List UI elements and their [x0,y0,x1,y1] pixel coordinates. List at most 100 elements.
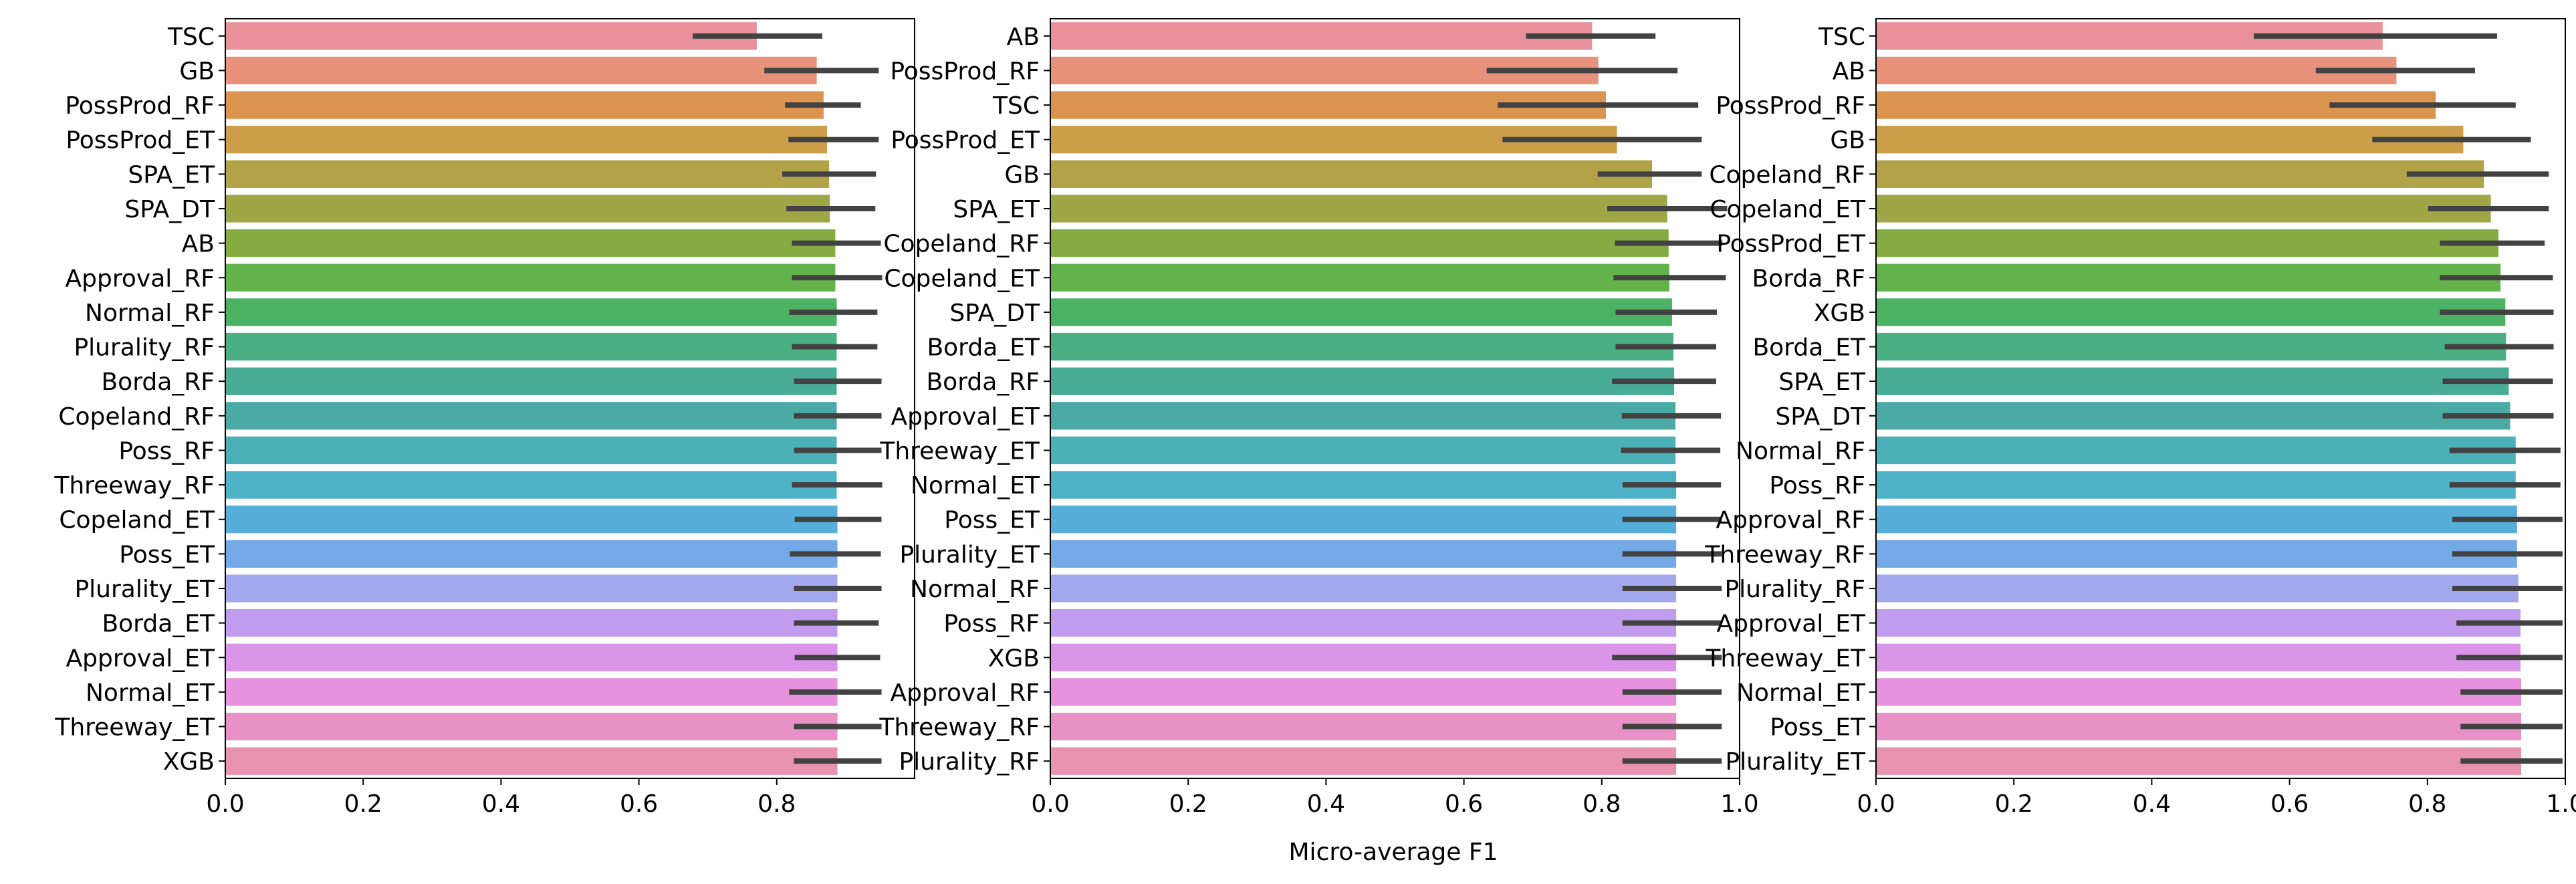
y-tick-label-XGB: XGB [163,748,215,776]
bar-SPA_ET [1050,195,1667,223]
y-tick-label-Normal_ET: Normal_ET [86,679,215,707]
bar-Normal_RF [1050,574,1677,602]
y-tick-label-Borda_RF: Borda_RF [926,368,1040,396]
y-tick-label-Approval_RF: Approval_RF [66,265,215,292]
bar-Normal_ET [1876,678,2522,706]
y-tick-label-AB: AB [182,231,215,258]
bar-Plurality_ET [225,574,838,602]
y-tick-label-Poss_ET: Poss_ET [944,507,1040,534]
axes-frame [1050,18,1740,779]
y-tick-label-Plurality_RF: Plurality_RF [74,334,215,362]
y-tick-label-Borda_RF: Borda_RF [1752,265,1865,292]
bar-Poss_RF [1050,609,1677,637]
x-tick-label-0.8: 0.8 [757,790,796,818]
bar-SPA_ET [225,160,830,189]
bar-PossProd_ET [225,126,828,154]
bar-Normal_ET [225,678,838,706]
x-axis-label: Micro-average F1 [1289,839,1498,866]
x-tick-label-0.2: 0.2 [344,790,382,818]
y-tick-label-Borda_ET: Borda_ET [102,611,215,638]
y-tick-label-Plurality_ET: Plurality_ET [899,541,1040,568]
subplot-3: TSC AB PossProd_RF GB Copeland_RF Copeland_ET… [1704,18,2576,818]
y-tick-label-GB: GB [179,58,215,85]
y-tick-label-PossProd_ET: PossProd_ET [891,127,1040,154]
bar-Poss_ET [1876,712,2522,741]
bar-Approval_ET [1050,402,1676,430]
y-tick-label-PossProd_ET: PossProd_ET [1716,231,1866,258]
bar-GB [1876,126,2464,154]
bar-Borda_RF [225,367,837,395]
bar-Borda_RF [1050,367,1675,395]
y-tick-label-Normal_RF: Normal_RF [910,576,1040,603]
y-tick-label-SPA_DT: SPA_DT [949,300,1040,327]
bar-Poss_RF [1876,471,2516,499]
y-tick-label-Copeland_RF: Copeland_RF [1709,161,1865,189]
y-tick-label-XGB: XGB [988,645,1040,672]
bar-Poss_ET [225,540,838,568]
y-tick-label-Approval_ET: Approval_ET [891,403,1040,431]
y-tick-label-TSC: TSC [992,92,1040,120]
y-tick-label-Copeland_ET: Copeland_ET [884,265,1040,292]
bar-Approval_ET [1876,609,2521,637]
bar-Threeway_ET [225,712,838,741]
x-tick-label-1.0: 1.0 [2546,790,2576,818]
bar-Threeway_RF [1050,712,1677,741]
y-tick-label-PossProd_ET: PossProd_ET [66,127,215,154]
y-tick-label-Plurality_ET: Plurality_ET [1725,748,1866,776]
y-tick-label-Plurality_RF: Plurality_RF [1724,576,1865,603]
bar-Copeland_ET [1876,195,2491,223]
y-tick-label-SPA_DT: SPA_DT [1775,403,1866,431]
bar-Threeway_RF [225,471,837,499]
bar-Copeland_RF [1050,229,1669,257]
bar-Borda_ET [1876,332,2506,361]
bar-XGB [1050,643,1677,671]
y-tick-label-Normal_ET: Normal_ET [1736,679,1866,707]
bar-Normal_ET [1050,471,1677,499]
subplot-2: AB PossProd_RF TSC PossProd_ET GB SPA_ET Copel… [879,18,1759,818]
bar-Threeway_ET [1050,436,1676,465]
bar-Threeway_RF [1876,540,2517,568]
x-tick-label-0.8: 0.8 [2408,790,2446,818]
x-tick-label-0.2: 0.2 [1995,790,2033,818]
y-tick-label-Normal_RF: Normal_RF [1736,437,1865,465]
y-tick-label-Approval_ET: Approval_ET [66,645,215,672]
y-tick-label-Approval_ET: Approval_ET [1717,611,1866,638]
bar-Approval_RF [225,263,836,292]
y-tick-label-GB: GB [1004,161,1040,189]
y-tick-label-PossProd_RF: PossProd_RF [1716,92,1865,120]
y-tick-label-Poss_RF: Poss_RF [118,437,215,465]
y-tick-label-Plurality_ET: Plurality_ET [74,576,215,603]
bar-Copeland_ET [1050,263,1669,292]
y-tick-label-Poss_RF: Poss_RF [1769,472,1865,500]
y-tick-label-Copeland_ET: Copeland_ET [1710,196,1866,223]
bar-AB [225,229,836,257]
y-tick-label-Threeway_ET: Threeway_ET [1705,645,1866,672]
bar-Approval_ET [225,643,838,671]
y-tick-label-AB: AB [1833,58,1865,85]
y-tick-label-Borda_ET: Borda_ET [927,334,1040,362]
bar-Copeland_RF [1876,160,2484,189]
axes-frame [225,18,915,779]
bar-Copeland_ET [225,506,838,534]
y-tick-label-AB: AB [1007,23,1040,51]
x-tick-label-0.0: 0.0 [1031,790,1069,818]
bar-TSC [225,22,757,50]
y-tick-label-Normal_ET: Normal_ET [911,472,1040,500]
bar-Plurality_ET [1876,747,2522,775]
bar-PossProd_ET [1876,229,2498,257]
y-tick-label-PossProd_RF: PossProd_RF [65,92,215,120]
x-tick-label-0.0: 0.0 [206,790,244,818]
bar-XGB [1876,298,2506,326]
subplot-1: TSC GB PossProd_RF PossProd_ET SPA_ET SPA_DT A… [53,18,915,818]
bar-Borda_RF [1876,263,2501,292]
y-tick-label-Threeway_RF: Threeway_RF [1704,541,1865,568]
bar-Normal_RF [1876,436,2516,465]
bar-SPA_DT [1050,298,1672,326]
bar-SPA_DT [1876,402,2510,430]
y-tick-label-Threeway_RF: Threeway_RF [879,714,1040,742]
axes-frame [1875,18,2566,779]
bar-Plurality_RF [225,332,837,361]
y-tick-label-Normal_RF: Normal_RF [85,300,215,327]
bar-Plurality_ET [1050,540,1677,568]
